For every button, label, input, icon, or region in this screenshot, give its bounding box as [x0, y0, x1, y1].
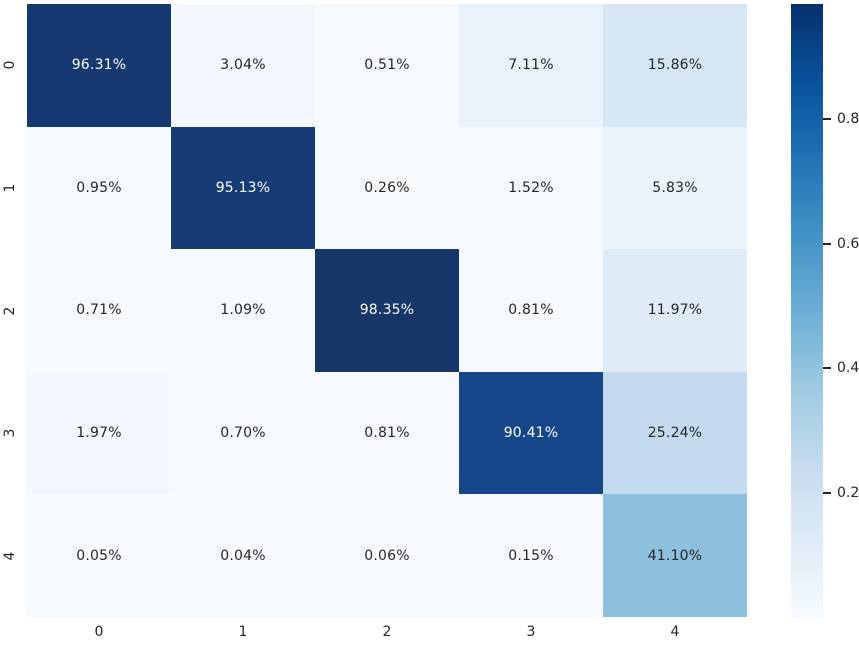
heatmap-grid: 96.31% 3.04% 0.51% 7.11% 15.86% 0.95% 95.13% 0.… [27, 4, 747, 617]
colorbar-tick-label-0.6: 0.6 [837, 235, 859, 252]
colorbar-tick-mark-0.6 [823, 242, 831, 245]
heatmap-cell-r3-c4: 25.24% [603, 371, 747, 495]
heatmap-cell-r4-c1: 0.04% [171, 494, 315, 617]
y-tick-label-3: 3 [2, 428, 18, 438]
heatmap-cell-r1-c3: 1.52% [459, 126, 603, 250]
colorbar-tick-label-0.2: 0.2 [837, 485, 859, 502]
colorbar-tick-mark-0.2 [823, 492, 831, 495]
heatmap-cell-r4-c0: 0.05% [27, 494, 171, 617]
heatmap-cell-r0-c2: 0.51% [315, 4, 459, 127]
heatmap-cell-r4-c3: 0.15% [459, 494, 603, 617]
heatmap-cell-r1-c2: 0.26% [315, 126, 459, 250]
x-tick-label-2: 2 [382, 624, 392, 640]
heatmap-cell-r2-c1: 1.09% [171, 249, 315, 372]
y-tick-label-1: 1 [2, 183, 18, 193]
heatmap-cell-r3-c2: 0.81% [315, 371, 459, 495]
x-tick-label-1: 1 [238, 624, 248, 640]
heatmap-cell-r0-c1: 3.04% [171, 4, 315, 127]
heatmap-cell-r2-c3: 0.81% [459, 249, 603, 372]
heatmap-cell-r0-c4: 15.86% [603, 4, 747, 127]
heatmap-cell-r4-c2: 0.06% [315, 494, 459, 617]
heatmap-cell-r3-c1: 0.70% [171, 371, 315, 495]
heatmap-cell-r2-c2: 98.35% [315, 249, 459, 372]
y-tick-label-0: 0 [2, 60, 18, 70]
heatmap-cell-r1-c0: 0.95% [27, 126, 171, 250]
y-tick-label-2: 2 [2, 306, 18, 315]
heatmap-cell-r1-c1: 95.13% [171, 126, 315, 250]
heatmap-cell-r3-c3: 90.41% [459, 371, 603, 495]
colorbar-tick-label-0.4: 0.4 [837, 360, 859, 377]
heatmap-cell-r0-c3: 7.11% [459, 4, 603, 127]
colorbar-tick-label-0.8: 0.8 [837, 110, 859, 127]
heatmap-cell-r3-c0: 1.97% [27, 371, 171, 495]
colorbar-tick-mark-0.4 [823, 367, 831, 370]
y-tick-label-4: 4 [2, 551, 18, 561]
heatmap-cell-r1-c4: 5.83% [603, 126, 747, 250]
colorbar [791, 4, 823, 618]
heatmap-cell-r2-c4: 11.97% [603, 249, 747, 372]
x-tick-label-4: 4 [670, 624, 680, 640]
x-tick-label-0: 0 [94, 624, 104, 640]
heatmap-cell-r4-c4: 41.10% [603, 494, 747, 617]
heatmap-cell-r2-c0: 0.71% [27, 249, 171, 372]
colorbar-tick-mark-0.8 [823, 117, 831, 120]
x-tick-label-3: 3 [526, 624, 536, 640]
heatmap-cell-r0-c0: 96.31% [27, 4, 171, 127]
